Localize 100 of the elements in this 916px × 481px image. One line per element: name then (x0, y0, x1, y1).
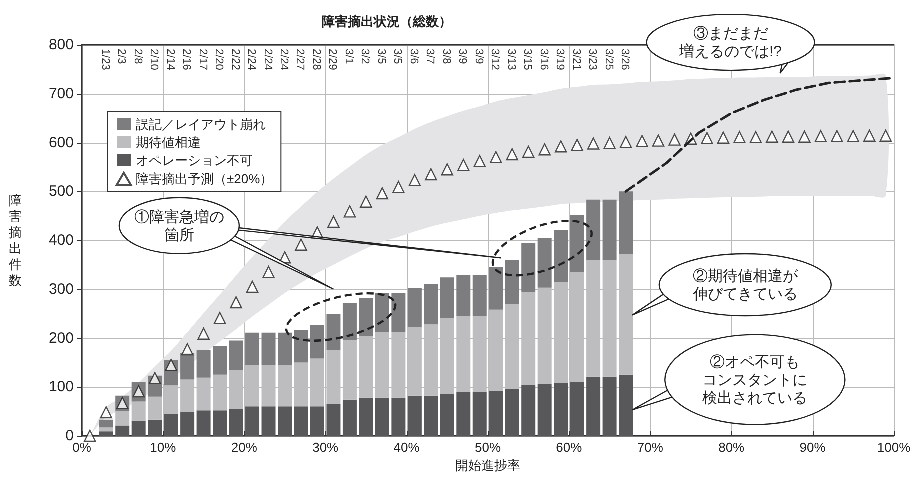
point (814, 130, 828, 142)
legend-label: 誤記／レイアウト崩れ (136, 117, 266, 132)
bar (326, 404, 341, 436)
bar (522, 242, 536, 292)
bar (99, 428, 114, 432)
bar (522, 385, 536, 436)
annotation: 3/8 (440, 49, 452, 64)
y-tick-label: 800 (48, 36, 74, 54)
bar (408, 288, 422, 328)
point (408, 174, 422, 186)
point (458, 159, 470, 172)
legend-label: オペレーション不可 (136, 153, 253, 168)
bar (116, 426, 130, 436)
bar (408, 396, 422, 436)
annotation: 3/19 (554, 49, 566, 70)
bar (164, 414, 178, 436)
y-axis-title: 障害摘出件数 (9, 193, 22, 288)
bar (619, 192, 634, 254)
point (230, 296, 242, 309)
y-tick-label: 300 (48, 280, 74, 298)
x-tick-label: 30% (312, 440, 340, 455)
point (100, 406, 112, 419)
bar (619, 374, 634, 436)
y-tick-label: 400 (48, 232, 74, 249)
bar (505, 260, 520, 304)
bar (570, 215, 584, 272)
bar (424, 396, 438, 436)
point (847, 130, 860, 142)
bar (213, 346, 228, 375)
annotation: 2/10 (148, 49, 160, 70)
bar (472, 275, 487, 316)
bar (586, 376, 601, 436)
annotation: 2/24 (262, 49, 274, 70)
bar (294, 406, 308, 436)
annotation: 2/14 (164, 49, 176, 70)
point (376, 187, 389, 200)
annotation: 3/2 (359, 49, 372, 64)
point (165, 359, 178, 372)
annotation: 2/8 (132, 49, 144, 64)
point (246, 280, 259, 294)
bar (180, 353, 195, 380)
bar (99, 420, 114, 428)
annotation: 2/28 (310, 49, 322, 70)
bar (586, 200, 601, 260)
x-axis-title: 開始進捗率 (456, 458, 520, 473)
point (636, 135, 648, 148)
x-tick-label: 100% (877, 440, 912, 455)
x-tick-label: 50% (474, 440, 502, 455)
chart-title: 障害摘出状況（総数） (322, 14, 452, 29)
annotation: 2/29 (326, 49, 339, 70)
bar (392, 293, 406, 332)
point (782, 130, 795, 143)
annotation: 2/17 (196, 49, 209, 70)
annotation: ②期待値相違が伸びてきている (692, 268, 799, 303)
y-tick-label: 100 (48, 378, 74, 396)
annotation: 2/3 (116, 49, 128, 64)
bar (342, 304, 357, 340)
point (425, 168, 438, 181)
x-tick-label: 80% (718, 440, 746, 455)
bar (342, 400, 357, 436)
annotation: 2/27 (294, 49, 306, 70)
point (84, 430, 96, 442)
point (717, 132, 730, 144)
y-tick-label: 600 (48, 134, 74, 152)
y-tick-label: 700 (48, 85, 74, 102)
point (734, 131, 746, 144)
point (766, 130, 778, 143)
x-tick-label: 40% (394, 440, 420, 455)
bar (132, 402, 146, 421)
point (652, 134, 665, 147)
bar (116, 411, 130, 426)
x-tick-label: 0% (72, 440, 92, 455)
annotation: 2/24 (278, 49, 290, 70)
bar (489, 391, 504, 436)
point (148, 372, 162, 384)
annotation: 3/5 (375, 49, 388, 64)
point (831, 130, 844, 142)
point (474, 155, 486, 168)
bar (180, 412, 195, 436)
point (490, 151, 502, 164)
point (360, 196, 372, 208)
bar (229, 409, 244, 436)
bar (99, 432, 114, 436)
y-tick-label: 500 (48, 183, 74, 200)
bar (359, 298, 374, 336)
annotation: ①障害急増の箇所 (134, 208, 224, 244)
bar (375, 293, 390, 332)
annotation: 3/15 (522, 49, 534, 70)
annotation: 3/6 (408, 49, 420, 64)
annotation: 2/22 (229, 49, 242, 70)
point (554, 140, 568, 153)
point (181, 343, 194, 356)
bar (570, 382, 584, 436)
point (538, 143, 551, 156)
annotation: 3/9 (456, 49, 469, 64)
bar (538, 238, 552, 288)
annotation: 3/23 (586, 49, 599, 70)
point (620, 136, 632, 148)
bar (246, 332, 260, 366)
point (798, 130, 811, 143)
